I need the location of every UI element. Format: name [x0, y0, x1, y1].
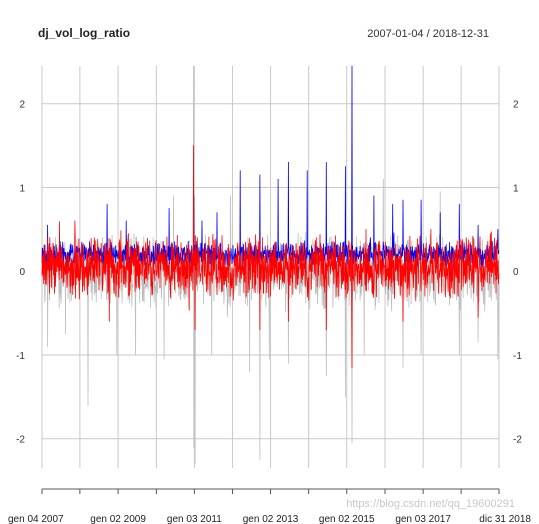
y-tick-label-left: -2	[16, 435, 25, 446]
x-tick-label: gen 02 2013	[243, 514, 299, 524]
x-tick-label: gen 03 2017	[395, 514, 451, 524]
y-tick-label-left: 1	[19, 183, 25, 194]
y-axis-right-labels: 2 1 0 -1 -2	[513, 100, 522, 446]
y-tick-label-right: 1	[513, 183, 519, 194]
y-tick-label-left: 0	[19, 267, 25, 278]
y-axis-left-labels: 2 1 0 -1 -2	[16, 100, 25, 446]
date-range-label: 2007-01-04 / 2018-12-31	[367, 28, 489, 40]
x-tick-label: gen 02 2015	[319, 514, 375, 524]
x-tick-label: gen 03 2011	[167, 514, 222, 524]
y-tick-label-right: 0	[513, 267, 519, 278]
y-tick-label-right: 2	[513, 100, 519, 111]
y-tick-label-right: -1	[513, 351, 522, 362]
x-tick-label: gen 02 2009	[90, 514, 146, 524]
x-axis	[41, 488, 500, 494]
x-tick-label: dic 31 2018	[479, 514, 531, 524]
y-tick-label-left: 2	[19, 100, 25, 111]
series-layer	[41, 65, 500, 465]
watermark-text: https://blog.csdn.net/qq_19600291	[346, 498, 515, 510]
x-axis-labels: gen 04 2007 gen 02 2009 gen 03 2011 gen 02 …	[8, 514, 531, 524]
y-tick-label-right: -2	[513, 435, 522, 446]
y-tick-label-left: -1	[16, 351, 25, 362]
x-tick-label: gen 04 2007	[8, 514, 64, 524]
chart-title: dj_vol_log_ratio	[38, 26, 130, 40]
series-line-2	[41, 145, 500, 368]
